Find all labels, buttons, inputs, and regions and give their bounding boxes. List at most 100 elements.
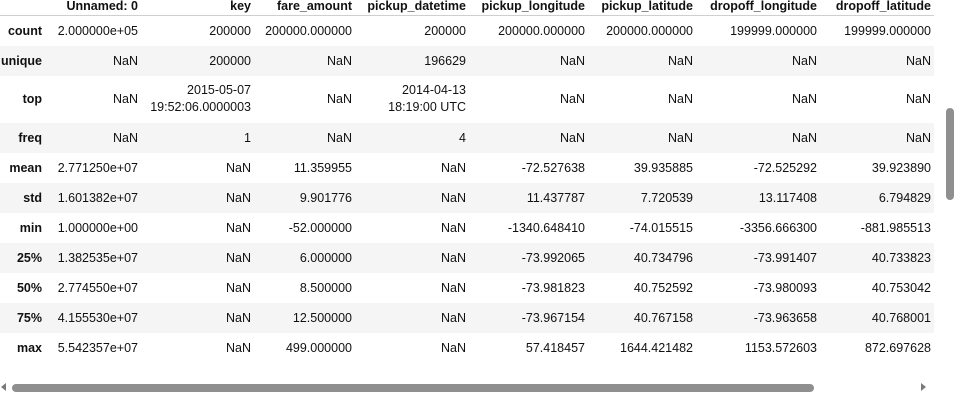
table-cell: NaN [225,310,251,325]
table-cell: NaN [225,280,251,295]
table-cell: 40.752592 [633,280,693,295]
vertical-scroll-thumb[interactable] [946,108,954,200]
table-cell: 40.734796 [633,250,693,265]
table-row: count 2.000000e+05 200000 200000.000000 … [0,15,934,46]
table-cell: NaN [559,92,585,106]
table-cell: 57.418457 [525,340,585,355]
row-label: 50% [16,280,42,295]
horizontal-scrollbar[interactable] [0,380,932,394]
table-cell: -1340.648410 [507,220,585,235]
table-cell: 6.794829 [878,190,931,205]
column-header: dropoff_latitude [835,0,931,13]
table-cell: -73.992065 [521,250,585,265]
column-header: pickup_datetime [367,0,466,13]
table-cell: 1.382535e+07 [57,250,138,265]
table-row: max 5.542357e+07 NaN 499.000000 NaN 57.4… [0,332,934,363]
cell-line: 2014-04-13 [402,83,466,97]
table-cell: 2014-04-13 18:19:00 UTC [355,76,469,123]
table-cell: 2.000000e+05 [57,23,138,38]
vertical-scrollbar[interactable] [943,0,957,400]
table-cell: NaN [905,92,931,106]
horizontal-scroll-thumb[interactable] [12,384,814,392]
table-cell: 1644.421482 [620,340,693,355]
row-label: top [22,92,42,106]
table-cell: NaN [326,130,352,145]
table-row: freq NaN 1 NaN 4 NaN NaN NaN NaN [0,122,934,153]
table-cell: 200000.000000 [265,23,352,38]
table-cell: NaN [905,130,931,145]
table-cell: 199999.000000 [844,23,931,38]
table-cell: 200000 [209,53,251,68]
table-viewport: Unnamed: 0 key fare_amount pickup_dateti… [0,0,934,363]
table-cell: 40.733823 [871,250,931,265]
table-cell: NaN [112,130,138,145]
table-cell: 39.923890 [871,160,931,175]
table-cell: NaN [559,53,585,68]
table-cell: NaN [791,130,817,145]
table-row: 25% 1.382535e+07 NaN 6.000000 NaN -73.99… [0,242,934,273]
table-cell: -52.000000 [288,220,352,235]
table-cell: NaN [326,53,352,68]
table-cell: NaN [440,340,466,355]
table-cell: NaN [905,53,931,68]
table-cell: NaN [225,190,251,205]
row-label: count [7,23,42,38]
table-cell: -73.991407 [753,250,817,265]
table-cell: NaN [225,250,251,265]
table-cell: NaN [440,250,466,265]
table-cell: 1 [244,130,251,145]
table-cell: 200000.000000 [606,23,693,38]
table-cell: NaN [326,92,352,106]
table-cell: -73.980093 [753,280,817,295]
table-cell: 200000 [209,23,251,38]
table-cell: 196629 [424,53,466,68]
table-cell: 200000.000000 [498,23,585,38]
table-cell: NaN [791,92,817,106]
table-cell: 200000 [424,23,466,38]
describe-table: Unnamed: 0 key fare_amount pickup_dateti… [0,0,934,363]
table-row: std 1.601382e+07 NaN 9.901776 NaN 11.437… [0,182,934,213]
row-label: freq [18,130,42,145]
table-cell: -3356.666300 [739,220,817,235]
row-label: mean [9,160,42,175]
table-cell: NaN [440,190,466,205]
cell-line: 2015-05-07 [187,83,251,97]
arrow-right-icon[interactable] [921,383,926,391]
table-cell: NaN [791,53,817,68]
table-cell: NaN [112,92,138,106]
table-cell: NaN [559,130,585,145]
cell-line: 18:19:00 UTC [388,100,466,114]
header-row: Unnamed: 0 key fare_amount pickup_dateti… [0,0,934,16]
table-cell: -73.981823 [521,280,585,295]
column-header: pickup_latitude [601,0,693,13]
table-cell: NaN [112,53,138,68]
table-cell: 5.542357e+07 [57,340,138,355]
arrow-left-icon[interactable] [1,383,6,391]
table-cell: NaN [225,220,251,235]
table-cell: NaN [440,220,466,235]
table-cell: 499.000000 [285,340,352,355]
table-cell: 1153.572603 [744,340,817,355]
table-cell: 1.601382e+07 [57,190,138,205]
row-label: min [19,220,42,235]
table-cell: -72.525292 [753,160,817,175]
table-cell: 11.359955 [293,160,352,175]
row-label: std [23,190,42,205]
table-cell: NaN [225,340,251,355]
table-cell: 6.000000 [299,250,352,265]
table-cell: 2015-05-07 19:52:06.0000003 [141,76,254,123]
table-row: unique NaN 200000 NaN 196629 NaN NaN NaN… [0,45,934,76]
table-row: min 1.000000e+00 NaN -52.000000 NaN -134… [0,212,934,243]
table-row: 50% 2.774550e+07 NaN 8.500000 NaN -73.98… [0,272,934,303]
index-header [0,0,47,15]
table-cell: 1.000000e+00 [57,220,138,235]
table-cell: 39.935885 [633,160,693,175]
table-cell: NaN [440,280,466,295]
table-cell: NaN [667,92,693,106]
table-cell: 12.500000 [292,310,352,325]
table-cell: 872.697628 [864,340,931,355]
row-label: unique [1,53,42,68]
table-cell: 11.437787 [526,190,585,205]
column-header: pickup_longitude [481,0,585,13]
